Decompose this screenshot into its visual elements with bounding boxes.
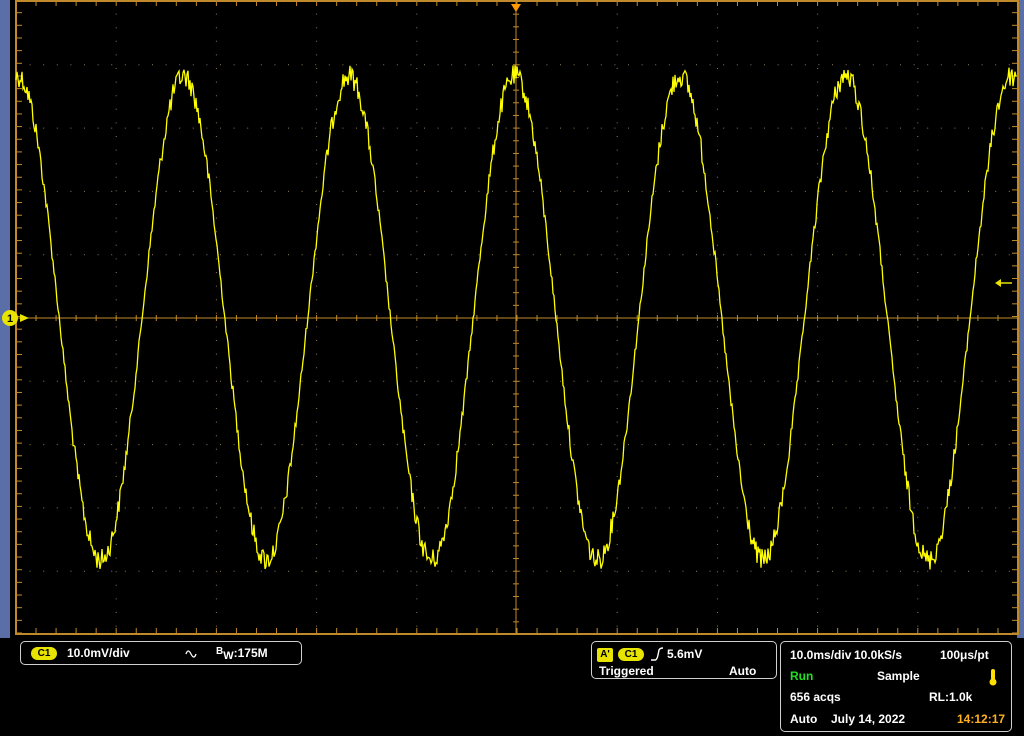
trigger-source-badge: A' (597, 648, 613, 662)
bandwidth-sub: W (223, 650, 234, 662)
run-state: Run (790, 669, 814, 683)
trigger-level: 5.6mV (667, 647, 703, 661)
bandwidth-limit: BW:175M (216, 646, 268, 662)
bandwidth-value: :175M (233, 646, 268, 660)
graticule (15, 0, 1019, 635)
sample-rate: 10.0kS/s (854, 648, 903, 662)
acquisition-info-panel[interactable]: 10.0ms/div 10.0kS/s 100μs/pt Run Sample … (780, 641, 1012, 732)
trigger-info-panel[interactable]: A' C1 5.6mV Triggered Auto (591, 641, 777, 679)
trigger-level-arrow-icon[interactable] (995, 279, 1012, 287)
rising-edge-icon (651, 647, 664, 661)
trigger-channel-badge: C1 (618, 648, 644, 661)
trigger-state: Triggered (599, 664, 654, 678)
channel-badge: C1 (31, 647, 57, 660)
trigger-mode: Auto (729, 664, 757, 678)
ac-coupling-icon (185, 650, 197, 658)
bandwidth-prefix: B (216, 646, 224, 657)
time-per-point: 100μs/pt (940, 648, 989, 662)
vertical-scale: 10.0mV/div (67, 646, 130, 660)
channel-1-trace (15, 65, 1017, 570)
date-display: July 14, 2022 (831, 712, 906, 726)
channel-1-ground-marker[interactable]: 1 (2, 310, 29, 326)
right-frame-strip (1017, 0, 1024, 638)
thermometer-icon (989, 669, 997, 686)
channel-info-panel[interactable]: C1 10.0mV/div BW:175M (20, 641, 302, 665)
acquisition-count: 656 acqs (790, 690, 841, 704)
acquisition-mode: Sample (877, 669, 920, 683)
waveform-display: 1 (2, 0, 1019, 635)
channel-1-marker-label: 1 (7, 313, 13, 325)
record-length: RL:1.0k (929, 690, 973, 704)
auto-label: Auto (790, 712, 818, 726)
trigger-position-marker-icon[interactable] (511, 4, 521, 12)
timebase-scale: 10.0ms/div (790, 648, 852, 662)
time-display: 14:12:17 (957, 712, 1006, 726)
